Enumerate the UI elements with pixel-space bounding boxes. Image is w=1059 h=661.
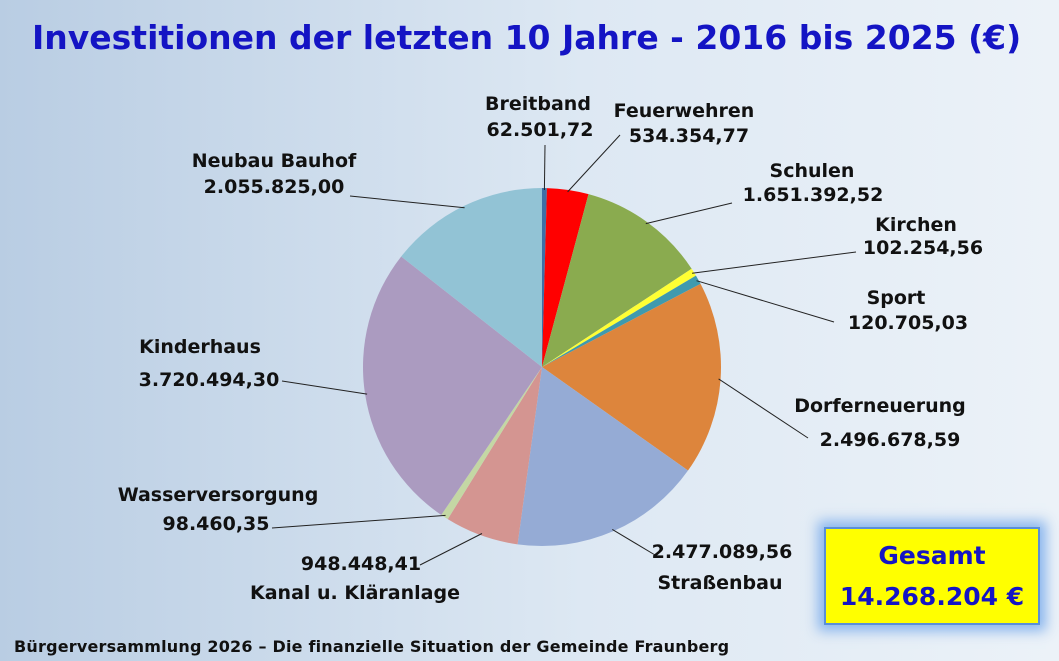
leader-line-kinderhaus xyxy=(281,380,368,395)
slice-label-kirchen: Kirchen xyxy=(875,214,957,236)
pie-slice-dorferneuerung xyxy=(542,283,722,471)
slice-value-schulen: 1.651.392,52 xyxy=(743,184,884,206)
pie-slice-kinderhaus xyxy=(363,256,542,515)
leader-line-dorferneuerung xyxy=(718,378,809,439)
pie-slice-wasserversorgung xyxy=(441,367,542,520)
footer-text: Bürgerversammlung 2026 – Die finanzielle… xyxy=(14,637,730,656)
pie-slice-feuerwehren xyxy=(542,188,589,367)
pie-slice-kirchen xyxy=(542,268,696,367)
slice-value-neubau-bauhof: 2.055.825,00 xyxy=(204,176,345,198)
leader-line-feuerwehren xyxy=(567,134,621,193)
leader-line-strassenbau xyxy=(612,528,656,556)
pie-slice-breitband xyxy=(542,188,547,367)
leader-line-schulen xyxy=(645,202,733,225)
slice-label-wasserversorgung: Wasserversorgung xyxy=(118,484,319,506)
pie-slice-schulen xyxy=(542,194,692,367)
pie-slice-strassenbau xyxy=(517,367,689,547)
leader-line-wasserversorgung xyxy=(271,514,446,529)
total-box: Gesamt 14.268.204 € xyxy=(824,527,1040,625)
leader-line-sport xyxy=(696,280,835,323)
slice-value-sport: 120.705,03 xyxy=(848,312,968,334)
leader-line-kanal-u-klaeranlage xyxy=(419,533,483,566)
slice-label-neubau-bauhof: Neubau Bauhof xyxy=(192,150,357,172)
slice-label-kanal-u-klaeranlage: Kanal u. Kläranlage xyxy=(250,582,460,604)
slice-label-breitband: Breitband xyxy=(485,93,591,115)
slice-label-kinderhaus: Kinderhaus xyxy=(139,336,261,358)
slice-value-strassenbau: 2.477.089,56 xyxy=(652,541,793,563)
pie-slice-kanal-u-klaeranlage xyxy=(447,367,542,545)
slice-label-sport: Sport xyxy=(867,287,926,309)
slice-value-feuerwehren: 534.354,77 xyxy=(629,125,749,147)
slice-value-dorferneuerung: 2.496.678,59 xyxy=(820,429,961,451)
slice-value-wasserversorgung: 98.460,35 xyxy=(163,513,270,535)
leader-line-kirchen xyxy=(692,251,857,274)
slice-label-feuerwehren: Feuerwehren xyxy=(614,100,755,122)
pie-slice-sport xyxy=(542,275,701,367)
slice-value-kanal-u-klaeranlage: 948.448,41 xyxy=(301,553,421,575)
leader-line-neubau-bauhof xyxy=(349,195,465,209)
slice-value-kirchen: 102.254,56 xyxy=(863,237,983,259)
total-label: Gesamt xyxy=(878,541,986,570)
slice-value-breitband: 62.501,72 xyxy=(487,119,594,141)
slice-label-dorferneuerung: Dorferneuerung xyxy=(794,395,966,417)
total-value: 14.268.204 € xyxy=(839,582,1025,611)
slice-label-schulen: Schulen xyxy=(770,160,855,182)
slice-label-strassenbau: Straßenbau xyxy=(658,572,783,594)
page-title: Investitionen der letzten 10 Jahre - 201… xyxy=(32,18,1022,57)
slice-value-kinderhaus: 3.720.494,30 xyxy=(139,369,280,391)
leader-line-breitband xyxy=(543,144,546,191)
pie-slice-neubau-bauhof xyxy=(401,188,542,367)
